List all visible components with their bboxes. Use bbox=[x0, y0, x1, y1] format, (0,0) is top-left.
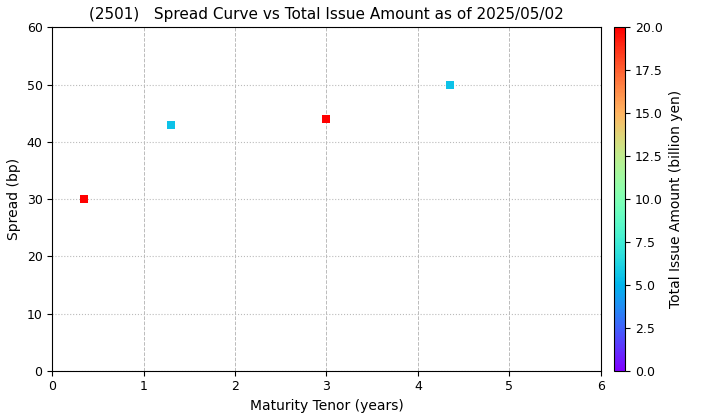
Point bbox=[78, 196, 90, 202]
X-axis label: Maturity Tenor (years): Maturity Tenor (years) bbox=[250, 399, 403, 413]
Y-axis label: Spread (bp): Spread (bp) bbox=[7, 158, 21, 240]
Point bbox=[166, 121, 177, 128]
Point bbox=[320, 116, 332, 122]
Title: (2501)   Spread Curve vs Total Issue Amount as of 2025/05/02: (2501) Spread Curve vs Total Issue Amoun… bbox=[89, 7, 564, 22]
Point bbox=[444, 81, 456, 88]
Y-axis label: Total Issue Amount (billion yen): Total Issue Amount (billion yen) bbox=[669, 90, 683, 308]
